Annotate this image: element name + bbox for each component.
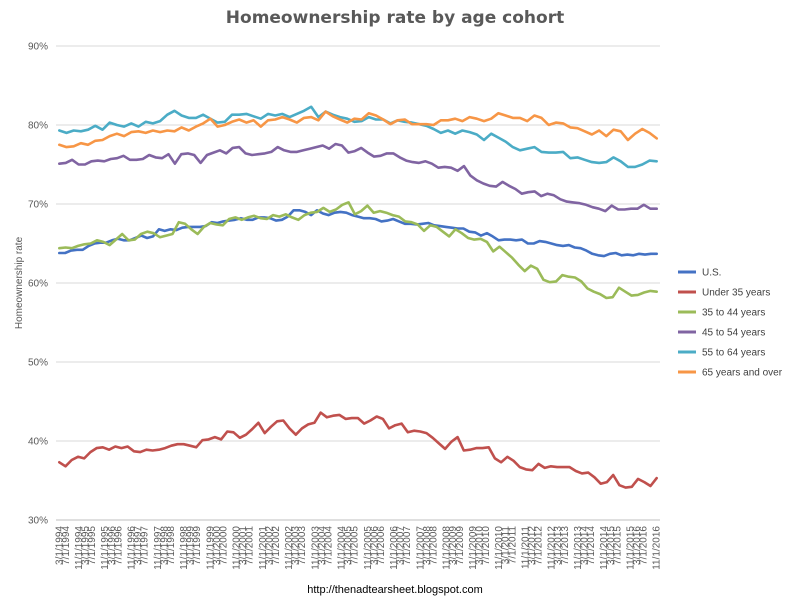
x-tick-label: 7/1/2007 [402, 526, 413, 565]
y-tick-label: 70% [28, 200, 48, 211]
x-tick-label: 3/1/2016 [632, 526, 643, 565]
x-tick-label: 3/1/2001 [238, 526, 249, 565]
x-tick-label: 3/1/2003 [291, 526, 302, 565]
x-tick-label: 11/1/2007 [415, 526, 426, 570]
x-tick-label: 11/1/2015 [625, 526, 636, 570]
x-tick-label: 11/1/2002 [284, 526, 295, 570]
x-tick-label: 11/1/1997 [153, 526, 164, 570]
x-tick-label: 7/1/2008 [429, 526, 440, 565]
y-tick-label: 40% [28, 437, 48, 448]
x-tick-label: 11/1/2009 [468, 526, 479, 570]
x-tick-label: 11/1/2013 [573, 526, 584, 570]
x-tick-label: 7/1/1996 [113, 526, 124, 565]
legend-label: U.S. [702, 268, 721, 279]
y-axis-title: Homeownership rate [14, 236, 25, 329]
x-tick-label: 3/1/1999 [186, 526, 197, 565]
x-tick-label: 3/1/2005 [343, 526, 354, 565]
x-tick-label: 3/1/2012 [527, 526, 538, 565]
x-tick-label: 11/1/2016 [652, 526, 663, 570]
x-tick-label: 7/1/2009 [455, 526, 466, 565]
x-tick-label: 7/1/2013 [560, 526, 571, 565]
legend-label: 35 to 44 years [702, 308, 765, 319]
x-tick-label: 3/1/2002 [264, 526, 275, 565]
x-tick-label: 3/1/1998 [159, 526, 170, 565]
y-tick-label: 30% [28, 516, 48, 527]
x-tick-label: 7/1/2000 [218, 526, 229, 565]
x-tick-label: 11/1/2008 [442, 526, 453, 570]
x-tick-label: 11/1/1994 [74, 526, 85, 570]
x-tick-label: 11/1/1995 [100, 526, 111, 570]
x-tick-label: 3/1/2010 [474, 526, 485, 565]
x-tick-label: 11/1/2014 [599, 526, 610, 570]
series-line-4 [57, 105, 659, 169]
x-tick-label: 7/1/1995 [87, 526, 98, 565]
x-tick-label: 7/1/2002 [271, 526, 282, 565]
y-tick-label: 50% [28, 358, 48, 369]
x-tick-label: 7/1/2006 [376, 526, 387, 565]
x-tick-label: 7/1/1999 [192, 526, 203, 565]
x-tick-label: 3/1/1996 [107, 526, 118, 565]
x-tick-label: 3/1/2011 [501, 526, 512, 565]
x-tick-label: 3/1/2006 [369, 526, 380, 565]
x-tick-label: 11/1/2004 [337, 526, 348, 570]
x-tick-label: 11/1/2010 [494, 526, 505, 570]
x-tick-label: 3/1/2008 [422, 526, 433, 565]
x-tick-label: 3/1/2009 [448, 526, 459, 565]
x-tick-label: 7/1/2010 [481, 526, 492, 565]
legend-label: 45 to 54 years [702, 328, 765, 339]
y-tick-label: 90% [28, 42, 48, 53]
chart-title: Homeownership rate by age cohort [225, 8, 565, 28]
legend-label: Under 35 years [702, 288, 770, 299]
x-tick-label: 11/1/1996 [127, 526, 138, 570]
series-line-1 [57, 411, 659, 489]
x-tick-label: 11/1/2003 [310, 526, 321, 570]
x-tick-label: 7/1/2003 [297, 526, 308, 565]
series-line-0 [57, 209, 659, 258]
x-tick-label: 3/1/1995 [81, 526, 92, 565]
y-tick-label: 60% [28, 279, 48, 290]
y-tick-label: 80% [28, 121, 48, 132]
x-tick-label: 3/1/2004 [317, 526, 328, 565]
x-tick-label: 11/1/1999 [205, 526, 216, 570]
x-tick-label: 7/1/2015 [612, 526, 623, 565]
x-tick-label: 11/1/2011 [520, 526, 531, 569]
x-tick-label: 7/1/2014 [586, 526, 597, 565]
series-line-3 [57, 142, 659, 213]
x-tick-label: 3/1/2000 [212, 526, 223, 565]
x-tick-label: 7/1/2016 [639, 526, 650, 565]
x-tick-label: 7/1/1997 [140, 526, 151, 565]
x-tick-label: 11/1/2001 [258, 526, 269, 570]
legend-label: 55 to 64 years [702, 348, 765, 359]
x-tick-label: 3/1/2013 [553, 526, 564, 565]
x-tick-label: 11/1/2012 [547, 526, 558, 570]
x-tick-label: 7/1/2012 [534, 526, 545, 565]
x-tick-label: 7/1/2005 [350, 526, 361, 565]
x-tick-label: 3/1/2007 [396, 526, 407, 565]
footer-credit: http://thenadtearsheet.blogspot.com [307, 584, 483, 596]
x-tick-label: 11/1/1998 [179, 526, 190, 570]
x-tick-label: 7/1/2004 [323, 526, 334, 565]
series-line-2 [57, 201, 659, 300]
x-tick-label: 3/1/2014 [580, 526, 591, 565]
x-tick-label: 7/1/2001 [245, 526, 256, 565]
x-tick-label: 7/1/1994 [61, 526, 72, 565]
x-tick-label: 7/1/2011 [507, 526, 518, 565]
x-tick-label: 3/1/1997 [133, 526, 144, 565]
series-line-5 [57, 110, 659, 149]
x-tick-label: 3/1/1994 [54, 526, 65, 565]
x-tick-label: 3/1/2015 [606, 526, 617, 565]
x-tick-label: 11/1/2000 [232, 526, 243, 570]
x-tick-label: 7/1/1998 [166, 526, 177, 565]
x-tick-label: 11/1/2005 [363, 526, 374, 570]
x-tick-label: 11/1/2006 [389, 526, 400, 570]
legend-label: 65 years and over [702, 368, 783, 379]
